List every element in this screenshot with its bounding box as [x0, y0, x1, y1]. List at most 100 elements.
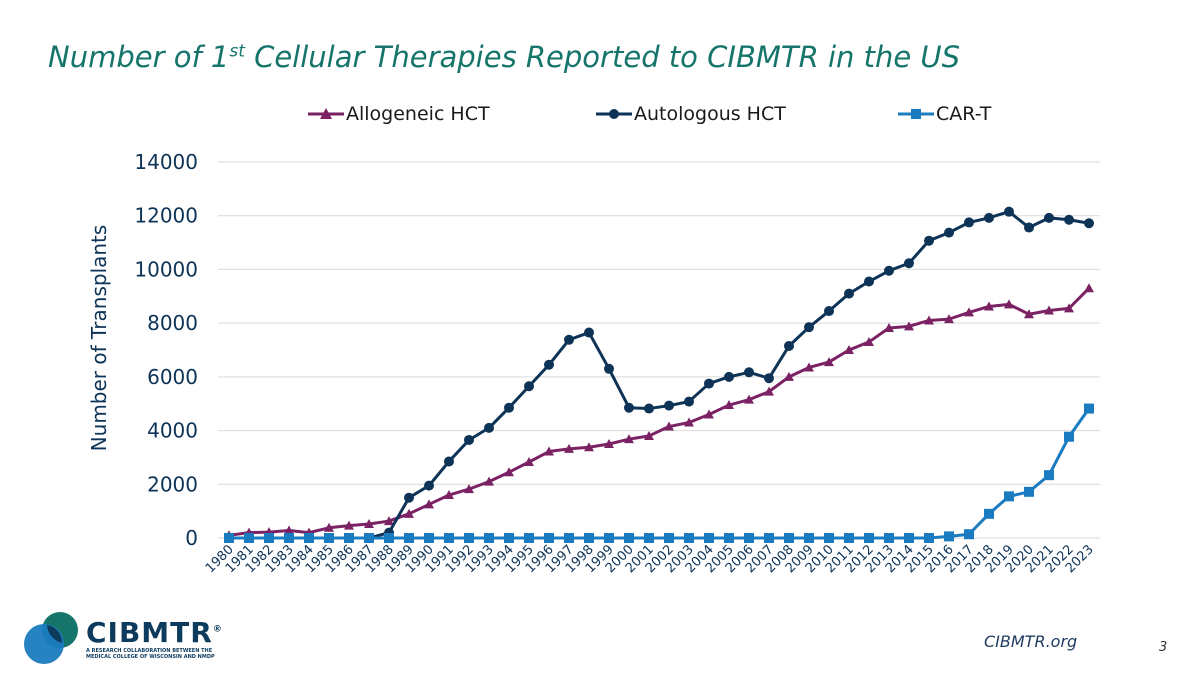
- data-point: [924, 315, 934, 325]
- data-point: [384, 533, 394, 543]
- y-tick-label: 8000: [147, 311, 198, 335]
- legend-item-allogeneic: Allogeneic HCT: [308, 103, 490, 125]
- legend-label-car-t: CAR-T: [936, 103, 992, 125]
- data-point: [684, 417, 694, 427]
- data-point: [904, 321, 914, 331]
- y-tick-label: 14000: [134, 150, 198, 174]
- legend-item-autologous: Autologous HCT: [596, 103, 786, 125]
- data-point: [844, 345, 854, 354]
- data-point: [384, 516, 394, 526]
- data-point: [904, 533, 914, 543]
- data-point: [284, 533, 294, 543]
- data-point: [604, 363, 614, 374]
- data-point: [604, 439, 614, 448]
- data-point: [704, 378, 714, 389]
- logo-wordmark: CIBMTR®: [86, 616, 223, 649]
- data-point: [1064, 214, 1074, 225]
- data-point: [624, 533, 634, 543]
- data-point: [1084, 403, 1094, 414]
- data-point: [944, 531, 954, 542]
- data-point: [564, 334, 574, 345]
- footer-url[interactable]: CIBMTR.org: [984, 632, 1078, 651]
- data-point: [604, 533, 614, 543]
- page-number: 3: [1159, 640, 1168, 655]
- data-point: [984, 508, 994, 519]
- legend-label-allogeneic: Allogeneic HCT: [346, 103, 490, 125]
- data-point: [884, 533, 894, 543]
- series-line: [229, 407, 1091, 540]
- data-point: [864, 533, 874, 543]
- data-point: [404, 492, 414, 503]
- data-point: [1064, 303, 1074, 313]
- data-point: [644, 430, 654, 440]
- data-point: [404, 533, 414, 543]
- data-point: [764, 386, 774, 396]
- data-point: [724, 400, 734, 410]
- data-point: [364, 533, 374, 543]
- data-point: [424, 480, 434, 491]
- cibmtr-logo: CIBMTR® A RESEARCH COLLABORATION BETWEEN…: [22, 608, 242, 668]
- data-point: [724, 533, 734, 543]
- data-point: [504, 402, 514, 413]
- data-point: [284, 525, 294, 535]
- legend-marker-square: [898, 109, 934, 119]
- data-point: [964, 529, 974, 540]
- y-tick-label: 6000: [147, 365, 198, 389]
- data-point: [764, 533, 774, 543]
- data-point: [444, 456, 454, 467]
- data-point: [544, 446, 554, 456]
- data-point: [804, 533, 814, 543]
- data-point: [224, 533, 234, 543]
- data-point: [324, 533, 334, 543]
- data-point: [444, 490, 454, 500]
- data-point: [684, 533, 694, 543]
- data-point: [1084, 283, 1094, 293]
- data-point: [504, 467, 514, 477]
- data-point: [484, 533, 494, 543]
- data-point: [704, 409, 714, 419]
- data-point: [584, 533, 594, 543]
- data-point: [364, 519, 374, 529]
- data-point: [664, 421, 674, 431]
- data-point: [1044, 212, 1054, 223]
- data-point: [744, 394, 754, 404]
- data-point: [1004, 299, 1014, 309]
- data-point: [884, 265, 894, 276]
- chart-legend: Allogeneic HCT Autologous HCT CAR-T: [0, 103, 1200, 133]
- y-tick-label: 12000: [134, 204, 198, 228]
- data-point: [244, 533, 254, 543]
- data-point: [904, 258, 914, 269]
- data-point: [804, 322, 814, 333]
- data-point: [764, 373, 774, 384]
- series-autologous-hct: [224, 206, 1094, 543]
- data-point: [744, 533, 754, 543]
- data-point: [584, 327, 594, 338]
- data-point: [824, 306, 834, 317]
- data-point: [324, 522, 334, 532]
- legend-marker-triangle: [308, 108, 344, 119]
- y-axis-label: Number of Transplants: [87, 225, 111, 452]
- data-point: [484, 476, 494, 486]
- data-point: [1044, 470, 1054, 481]
- data-point: [524, 381, 534, 392]
- data-point: [784, 371, 794, 381]
- data-point: [624, 434, 634, 444]
- logo-tagline: A RESEARCH COLLABORATION BETWEEN THE MED…: [86, 648, 215, 660]
- data-point: [844, 533, 854, 543]
- data-point: [484, 422, 494, 433]
- data-point: [824, 533, 834, 543]
- chart-gridlines: [218, 161, 1100, 539]
- data-point: [1004, 206, 1014, 217]
- data-point: [444, 533, 454, 543]
- data-point: [964, 307, 974, 317]
- series-line: [228, 287, 1091, 537]
- data-point: [684, 396, 694, 407]
- title-main: Number of 1: [48, 40, 230, 74]
- data-point: [264, 533, 274, 543]
- data-point: [964, 217, 974, 228]
- data-point: [304, 533, 314, 543]
- data-point: [824, 357, 834, 367]
- data-point: [464, 434, 474, 445]
- series-allogeneic-hct: [224, 283, 1094, 540]
